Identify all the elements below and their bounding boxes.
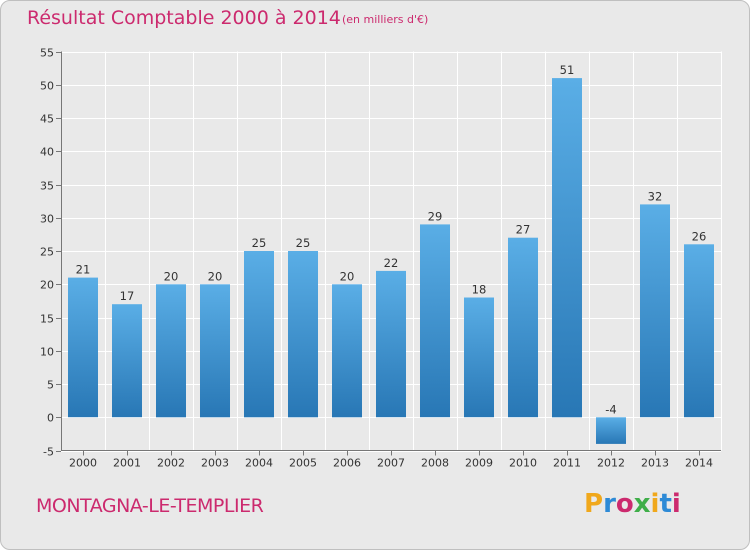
y-tick-label: -5: [43, 446, 54, 459]
x-tick-label: 2002: [157, 457, 185, 470]
bar-2008: [420, 224, 450, 418]
x-tick-label: 2013: [641, 457, 669, 470]
data-label-2001: 17: [120, 289, 135, 303]
bar-2013: [640, 204, 670, 418]
y-tick-label: 35: [40, 180, 54, 193]
bar-2001: [112, 304, 142, 418]
chart-title: Résultat Comptable 2000 à 2014: [27, 7, 341, 29]
bar-2006: [332, 284, 362, 418]
bar-2009: [464, 297, 494, 418]
bar-2005: [288, 251, 318, 418]
y-tick-label: 10: [40, 346, 54, 359]
x-tick-label: 2010: [509, 457, 537, 470]
x-tick-label: 2007: [377, 457, 405, 470]
data-labels: 21 17 20 20 25 25 20 22 29 18 27 51 -4 32 26: [76, 63, 707, 416]
data-label-2010: 27: [516, 223, 531, 237]
data-label-2008: 29: [428, 209, 443, 223]
x-tick-label: 2004: [245, 457, 273, 470]
x-tick-label: 2008: [421, 457, 449, 470]
y-tick-label: 55: [40, 47, 54, 60]
bar-2011: [552, 78, 582, 418]
data-label-2004: 25: [252, 236, 267, 250]
axes: -5 0 5 10 15 20 25 30 35 40 45 50 55 2000 2001 2002 2003…: [40, 47, 721, 470]
x-tick-label: 2014: [685, 457, 713, 470]
data-label-2007: 22: [384, 256, 399, 270]
chart-subtitle: (en milliers d'€): [342, 13, 429, 26]
x-tick-label: 2009: [465, 457, 493, 470]
commune-name: MONTAGNA-LE-TEMPLIER: [36, 495, 264, 517]
x-tick-label: 2011: [553, 457, 581, 470]
data-label-2012: -4: [605, 402, 616, 416]
bar-2010: [508, 237, 538, 418]
data-label-2002: 20: [164, 269, 179, 283]
y-tick-label: 5: [47, 379, 54, 392]
data-label-2000: 21: [76, 263, 91, 277]
y-tick-label: 50: [40, 80, 54, 93]
bar-2004: [244, 251, 274, 418]
data-label-2009: 18: [472, 283, 487, 297]
y-tick-label: 15: [40, 313, 54, 326]
data-label-2014: 26: [692, 229, 707, 243]
proxiti-logo: Proxiti: [584, 489, 681, 519]
data-label-2006: 20: [340, 269, 355, 283]
x-tick-label: 2005: [289, 457, 317, 470]
bar-2012: [596, 417, 626, 444]
y-tick-label: 0: [47, 412, 54, 425]
bars: [68, 78, 714, 444]
x-tick-label: 2003: [201, 457, 229, 470]
x-tick-label: 2006: [333, 457, 361, 470]
x-tick-label: 2000: [69, 457, 97, 470]
y-tick-label: 25: [40, 246, 54, 259]
y-tick-label: 40: [40, 146, 54, 159]
x-tick-label: 2012: [597, 457, 625, 470]
bar-2000: [68, 277, 98, 418]
y-tick-label: 45: [40, 113, 54, 126]
data-label-2011: 51: [560, 63, 575, 77]
bar-2003: [200, 284, 230, 418]
bar-2014: [684, 244, 714, 418]
bar-2007: [376, 270, 406, 418]
y-tick-label: 30: [40, 213, 54, 226]
data-label-2003: 20: [208, 269, 223, 283]
data-label-2005: 25: [296, 236, 311, 250]
x-tick-label: 2001: [113, 457, 141, 470]
data-label-2013: 32: [648, 189, 663, 203]
bar-2002: [156, 284, 186, 418]
y-tick-label: 20: [40, 279, 54, 292]
